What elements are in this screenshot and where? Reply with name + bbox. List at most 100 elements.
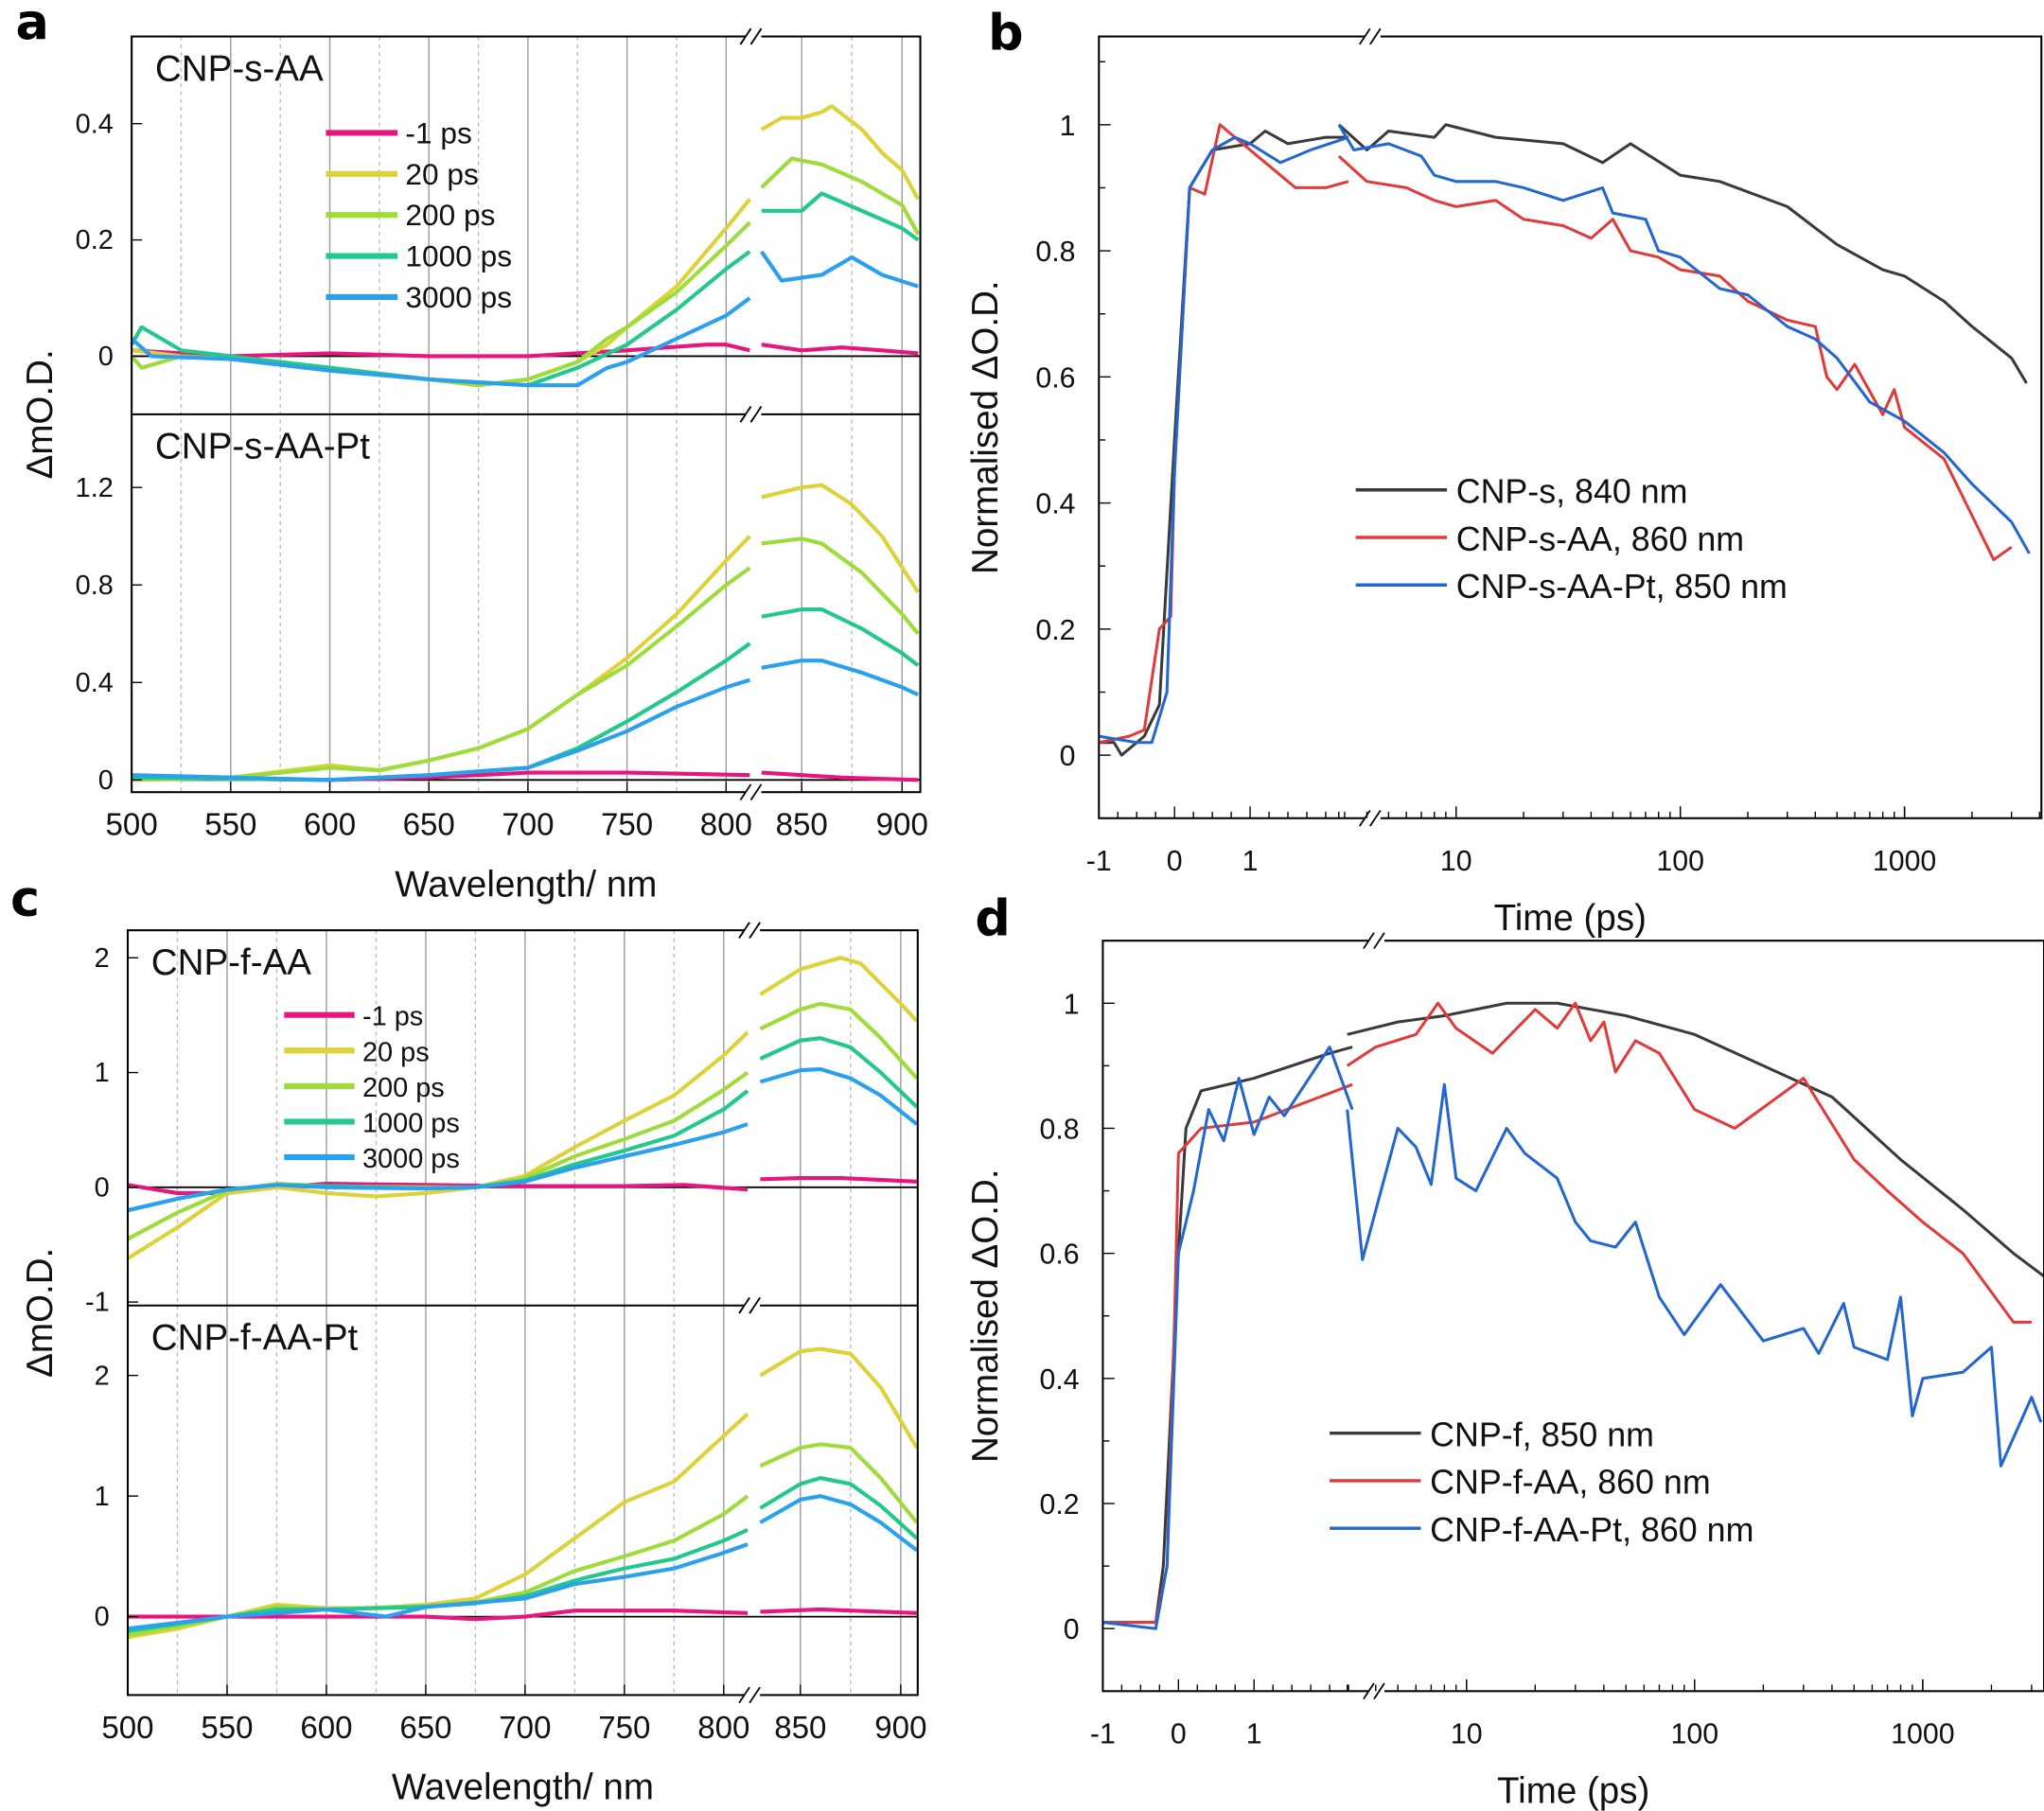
series-line--1ps bbox=[132, 343, 750, 359]
axis-break-mark bbox=[1363, 932, 1385, 949]
subplot-label: CNP-s-AA bbox=[155, 48, 324, 89]
y-tick-label: 2 bbox=[95, 1361, 110, 1391]
series-line-3000ps bbox=[130, 296, 751, 388]
x-tick-label: -1 bbox=[1090, 1718, 1116, 1749]
series-line-200ps bbox=[759, 1001, 919, 1080]
y-tick-label: 0.8 bbox=[1035, 237, 1075, 268]
axis-break-mark bbox=[1359, 27, 1382, 45]
x-tick-label: 0 bbox=[1167, 846, 1183, 877]
series-line-20ps bbox=[126, 1030, 749, 1260]
series-line--1ps bbox=[760, 1175, 917, 1184]
x-tick-label: 0 bbox=[1171, 1718, 1187, 1749]
axis-break-gap bbox=[1368, 937, 1384, 945]
series-line-3000ps bbox=[759, 1494, 919, 1553]
axis-break-gap bbox=[745, 410, 762, 419]
panel-letter-a: a bbox=[16, 0, 49, 51]
series-line-3000ps bbox=[127, 1122, 749, 1213]
y-tick-label: 1 bbox=[1064, 989, 1080, 1020]
y-tick-label: 0 bbox=[1060, 741, 1076, 772]
x-tick-label: 550 bbox=[201, 1711, 253, 1746]
y-tick-label: 0 bbox=[1064, 1614, 1080, 1645]
subplot-label: CNP-s-AA-Pt bbox=[155, 427, 370, 467]
axis-break-gap bbox=[1368, 1687, 1384, 1696]
x-tick-label: -1 bbox=[1086, 846, 1112, 877]
subplot-label: CNP-f-AA-Pt bbox=[151, 1318, 359, 1359]
y-tick-label: 1 bbox=[95, 1058, 110, 1088]
y-tick-label: 0.2 bbox=[1035, 615, 1075, 646]
x-tick-label: 900 bbox=[874, 1711, 926, 1746]
y-tick-label: 0.4 bbox=[1039, 1364, 1079, 1396]
axis-break-mark bbox=[1359, 809, 1382, 827]
series-line-200ps bbox=[760, 156, 921, 236]
x-tick-label: 550 bbox=[204, 808, 256, 843]
x-tick-label: 10 bbox=[1451, 1718, 1483, 1749]
x-tick-label: 800 bbox=[697, 1711, 749, 1746]
x-tick-label: 1 bbox=[1242, 846, 1259, 877]
legend-entry: 200 ps bbox=[362, 1073, 445, 1103]
series-line-blue bbox=[1337, 124, 2031, 554]
series-line-1000ps bbox=[759, 1475, 919, 1540]
x-tick-label: 1000 bbox=[1873, 846, 1936, 877]
axis-break-mark bbox=[1363, 1682, 1385, 1700]
x-tick-label: 10 bbox=[1440, 846, 1472, 877]
x-tick-label: 750 bbox=[598, 1711, 650, 1746]
series-line-3000ps bbox=[759, 1066, 919, 1126]
x-tick-label: 700 bbox=[502, 808, 554, 843]
axis-break-gap bbox=[745, 32, 762, 41]
series-line-black bbox=[1337, 123, 2028, 384]
y-tick-label: 0.6 bbox=[1039, 1240, 1079, 1271]
axis-break-gap bbox=[1365, 814, 1381, 822]
series-line-blue bbox=[1099, 135, 1349, 745]
y-tick-label: -1 bbox=[85, 1288, 110, 1318]
series-line-200ps bbox=[132, 566, 751, 782]
y-tick-label: 0 bbox=[95, 1172, 110, 1203]
axis-break-mark bbox=[738, 1686, 761, 1704]
y-axis-label: Normalised ΔO.D. bbox=[965, 280, 1006, 574]
y-tick-label: 1 bbox=[1060, 111, 1076, 142]
series-line--1ps bbox=[761, 770, 919, 782]
y-tick-label: 0.4 bbox=[76, 668, 114, 698]
series-line-3000ps bbox=[132, 677, 750, 782]
series-line-3000ps bbox=[760, 250, 919, 289]
legend-entry: 3000 ps bbox=[405, 280, 512, 314]
series-line-1000ps bbox=[761, 191, 920, 242]
series-line-1000ps bbox=[759, 1036, 919, 1109]
axis-break-gap bbox=[745, 788, 762, 797]
x-tick-label: 500 bbox=[101, 1711, 153, 1746]
x-tick-label: 1000 bbox=[1891, 1718, 1954, 1749]
panel-letter-c: c bbox=[10, 870, 40, 928]
x-tick-label: 650 bbox=[403, 808, 455, 843]
x-axis-label: Time (ps) bbox=[1497, 1771, 1649, 1811]
y-axis-label: Normalised ΔO.D. bbox=[965, 1169, 1006, 1463]
series-line--1ps bbox=[761, 343, 919, 356]
y-axis-label: ΔmO.D. bbox=[20, 349, 61, 479]
series-line-1000ps bbox=[761, 607, 920, 667]
x-tick-label: 600 bbox=[304, 808, 356, 843]
series-line-red bbox=[1102, 1082, 1353, 1625]
legend-entry: 3000 ps bbox=[362, 1144, 460, 1174]
axis-break-mark bbox=[739, 27, 763, 45]
series-line-3000ps bbox=[127, 1542, 749, 1631]
series-line-200ps bbox=[761, 536, 920, 636]
legend-entry: -1 ps bbox=[362, 1002, 423, 1032]
x-axis-label: Wavelength/ nm bbox=[395, 864, 657, 905]
y-tick-label: 1 bbox=[95, 1482, 110, 1512]
x-tick-label: 600 bbox=[300, 1711, 352, 1746]
legend-entry: CNP-f-AA, 860 nm bbox=[1430, 1464, 1710, 1502]
legend-entry: 1000 ps bbox=[405, 239, 512, 273]
series-line-blue bbox=[1102, 1046, 1354, 1630]
axis-break-gap bbox=[744, 926, 761, 935]
legend-entry: CNP-s, 840 nm bbox=[1456, 473, 1688, 511]
x-tick-label: 100 bbox=[1671, 1718, 1719, 1749]
x-tick-label: 750 bbox=[601, 808, 653, 843]
y-tick-label: 1.2 bbox=[76, 473, 114, 503]
legend-entry: 20 ps bbox=[362, 1037, 430, 1067]
series-line-black bbox=[1099, 130, 1348, 757]
axis-break-mark bbox=[739, 406, 763, 423]
series-line-black bbox=[1102, 1046, 1353, 1625]
x-tick-label: 900 bbox=[876, 808, 928, 843]
y-tick-label: 0 bbox=[98, 342, 114, 372]
series-line--1ps bbox=[128, 1609, 749, 1622]
series-line-20ps bbox=[760, 104, 921, 201]
